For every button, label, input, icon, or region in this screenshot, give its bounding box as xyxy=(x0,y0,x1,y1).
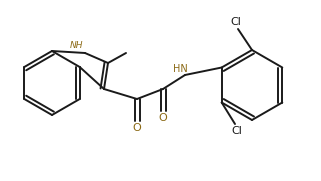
Text: HN: HN xyxy=(173,64,187,74)
Text: Cl: Cl xyxy=(231,126,242,136)
Text: Cl: Cl xyxy=(230,17,241,27)
Text: O: O xyxy=(133,123,141,133)
Text: O: O xyxy=(159,113,167,123)
Text: NH: NH xyxy=(70,41,84,50)
